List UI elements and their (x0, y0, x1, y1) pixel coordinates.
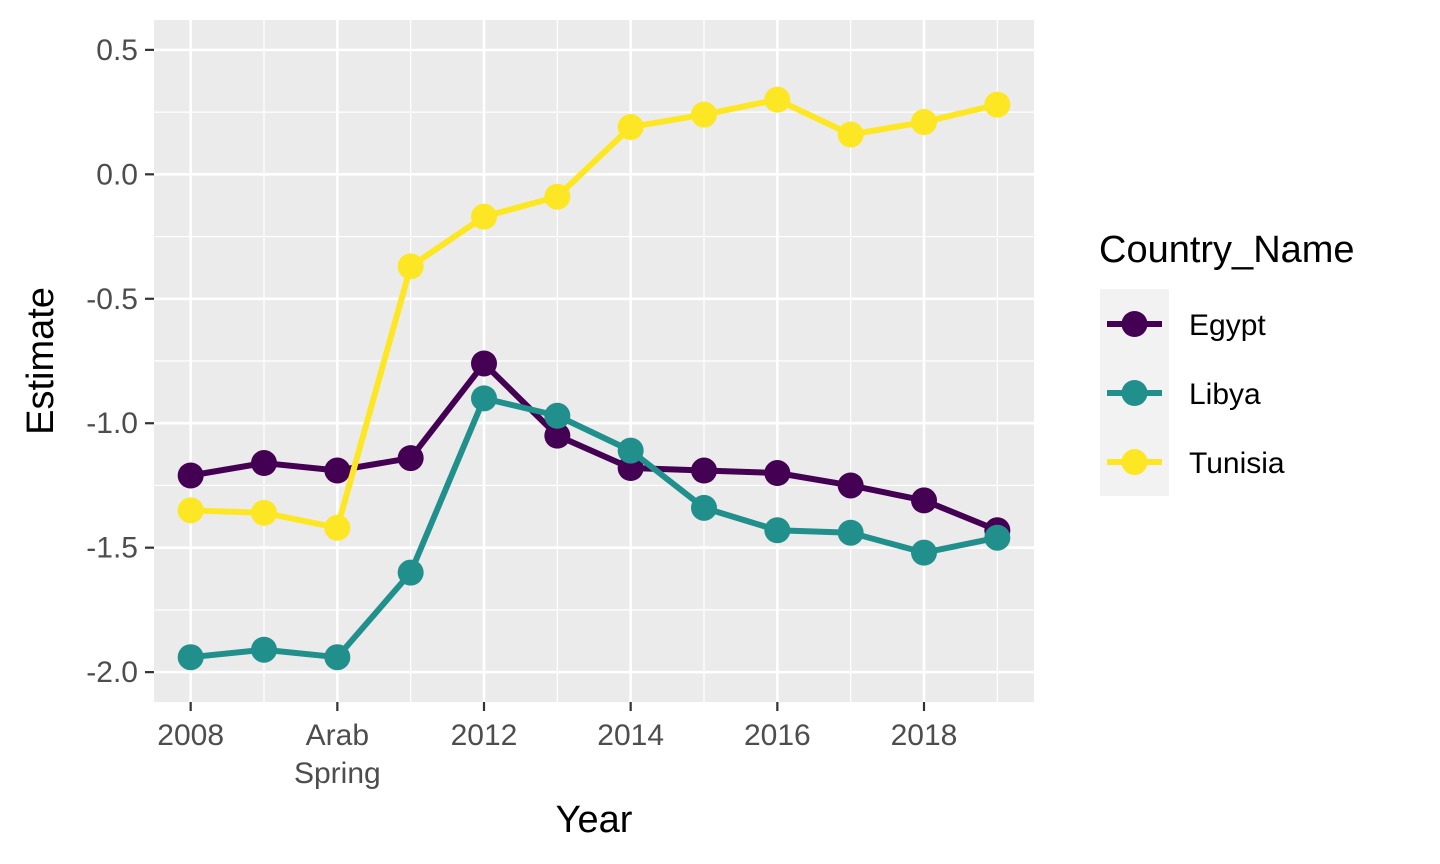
x-tick-label: 2012 (451, 719, 518, 752)
data-point-egypt (471, 350, 497, 377)
data-point-egypt (837, 472, 864, 499)
legend-label: Tunisia (1189, 447, 1285, 480)
data-point-tunisia (837, 121, 864, 148)
data-point-tunisia (764, 86, 791, 113)
data-point-libya (984, 524, 1011, 551)
data-point-libya (764, 517, 791, 544)
data-point-tunisia (984, 91, 1011, 118)
data-point-libya (617, 437, 644, 464)
data-point-egypt (324, 457, 351, 484)
y-axis-title: Estimate (20, 287, 62, 435)
data-point-tunisia (177, 497, 204, 524)
y-axis: 0.5 0.0 -0.5 -1.0 -1.5 -2.0 (86, 34, 154, 689)
legend: Country_Name Egypt Libya Tunisia (1099, 229, 1355, 496)
legend-label: Egypt (1189, 309, 1266, 342)
data-point-tunisia (471, 203, 497, 230)
x-tick-label: 2014 (597, 719, 664, 752)
data-point-egypt (764, 460, 791, 487)
data-point-egypt (397, 445, 424, 472)
data-point-tunisia (617, 114, 644, 141)
x-tick-label: 2008 (157, 719, 224, 752)
y-tick-label: 0.5 (96, 34, 138, 67)
legend-title: Country_Name (1099, 229, 1355, 271)
data-point-egypt (911, 487, 937, 514)
data-point-tunisia (691, 101, 717, 128)
data-point-libya (837, 519, 864, 546)
minor-gridlines (154, 20, 1034, 702)
data-point-libya (471, 385, 497, 412)
data-point-egypt (251, 450, 277, 477)
x-tick-label: 2016 (744, 719, 811, 752)
legend-item-libya: Libya (1107, 378, 1261, 411)
legend-key-point (1121, 311, 1148, 337)
legend-item-tunisia: Tunisia (1107, 447, 1285, 480)
data-point-tunisia (324, 514, 351, 541)
data-point-egypt (691, 457, 717, 484)
data-point-libya (911, 539, 937, 566)
x-axis: 2008 Arab Spring 2012 2014 2016 2018 (157, 702, 957, 790)
y-tick-label: -0.5 (86, 283, 138, 316)
y-tick-label: -2.0 (86, 656, 138, 689)
data-point-tunisia (544, 183, 571, 210)
x-tick-label: Arab (306, 719, 369, 752)
legend-item-egypt: Egypt (1107, 309, 1266, 342)
y-tick-label: 0.0 (96, 158, 138, 191)
series-libya (177, 385, 1011, 671)
y-tick-label: -1.0 (86, 407, 138, 440)
legend-items: Egypt Libya Tunisia (1107, 309, 1285, 480)
legend-key-point (1121, 449, 1148, 475)
data-point-libya (544, 402, 571, 429)
data-point-egypt (177, 462, 204, 489)
legend-key-point (1121, 380, 1148, 406)
x-tick-label: 2018 (891, 719, 958, 752)
data-point-tunisia (251, 499, 277, 526)
data-point-libya (324, 644, 351, 671)
x-tick-label-line2: Spring (294, 757, 381, 790)
data-point-libya (251, 636, 277, 663)
series-tunisia (177, 86, 1011, 541)
data-point-tunisia (397, 253, 424, 280)
data-point-egypt (544, 422, 571, 449)
x-axis-title: Year (556, 799, 633, 841)
data-point-libya (691, 494, 717, 521)
legend-label: Libya (1189, 378, 1261, 411)
data-point-libya (397, 559, 424, 586)
series-layer (177, 86, 1011, 671)
y-tick-label: -1.5 (86, 532, 138, 565)
data-point-libya (177, 644, 204, 671)
data-point-tunisia (911, 109, 937, 136)
